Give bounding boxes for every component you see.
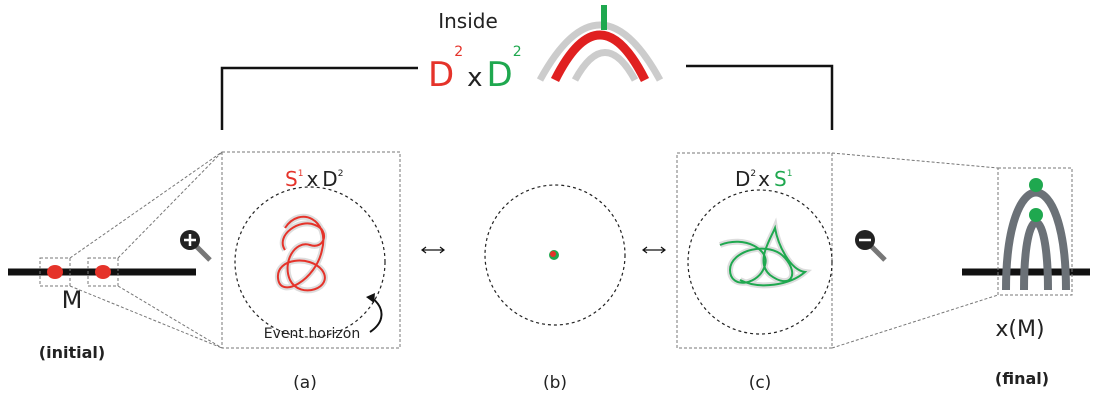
exp: 2 (750, 169, 756, 179)
caption: (b) (543, 373, 567, 393)
arch (1024, 223, 1048, 291)
zoom-line (832, 295, 998, 348)
bracket (686, 66, 832, 130)
top-label: Inside (438, 9, 498, 33)
final-caption: (final) (995, 369, 1049, 388)
base: S (774, 167, 787, 191)
red-dot (95, 265, 111, 279)
zoom-line (832, 153, 998, 168)
caption: (a) (293, 373, 317, 393)
base: D (428, 55, 454, 95)
double-arrow (422, 247, 665, 253)
base: D (735, 167, 750, 191)
exp: 1 (787, 169, 793, 179)
exp: 1 (298, 169, 304, 179)
red-dot (47, 265, 63, 279)
zoom-line (118, 286, 222, 348)
diagram: Inside D2xD2 M (initial) S1xD2 Event hor… (0, 0, 1101, 396)
base: D (322, 167, 337, 191)
green-dot (1029, 208, 1043, 222)
magnify-minus (855, 230, 885, 260)
base: S (285, 167, 298, 191)
event-horizon (688, 190, 832, 334)
final-label: x(M) (995, 317, 1044, 342)
base: D (487, 55, 513, 95)
arrow-head (366, 293, 375, 303)
op: x (758, 167, 770, 191)
magnify-plus (180, 230, 210, 260)
op: x (467, 63, 482, 93)
caption: (c) (749, 373, 772, 393)
zoom-line (118, 152, 222, 258)
exp: 2 (513, 44, 522, 60)
curved-arrow (370, 298, 382, 332)
green-dot (1029, 178, 1043, 192)
dot (550, 251, 556, 257)
arch-icon (540, 5, 660, 80)
bracket (222, 68, 418, 130)
exp: 2 (338, 169, 344, 179)
zoom-line (70, 286, 222, 348)
note: Event horizon (264, 326, 360, 342)
initial-label: M (62, 286, 83, 314)
initial-caption: (initial) (39, 343, 105, 362)
exp: 2 (454, 44, 463, 60)
